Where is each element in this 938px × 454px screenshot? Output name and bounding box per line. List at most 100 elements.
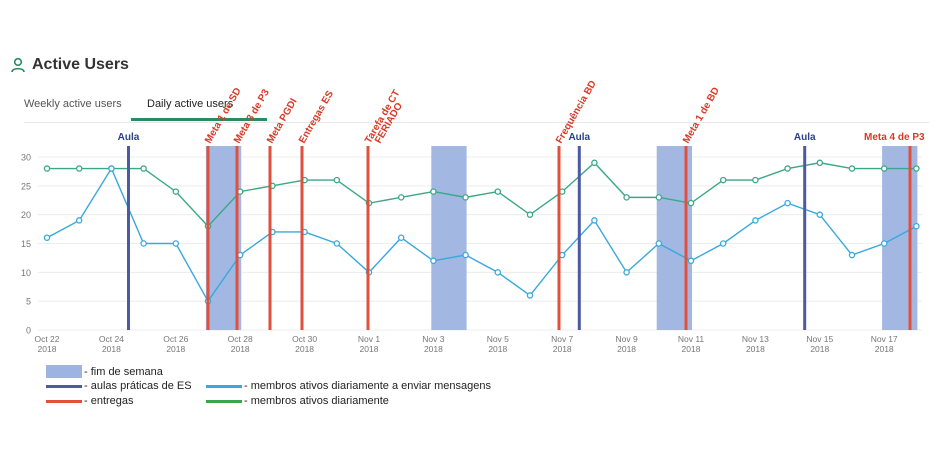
data-point-blue <box>462 251 469 259</box>
y-tick-label: 15 <box>21 239 31 249</box>
data-point-blue <box>75 217 83 224</box>
weekend-band <box>431 146 467 330</box>
legend-label: - fim de semana <box>84 365 163 378</box>
x-tick-label: Nov 17 <box>871 334 898 344</box>
x-tick-year-label: 2018 <box>360 344 379 354</box>
user-icon <box>11 57 25 73</box>
weekend-band <box>205 146 242 330</box>
x-tick-label: Nov 9 <box>615 334 637 344</box>
legend-item-messages-series: - membros ativos diariamente a enviar me… <box>206 380 491 392</box>
weekend-band <box>882 146 918 330</box>
data-point-blue <box>494 269 502 276</box>
x-tick-year-label: 2018 <box>102 344 121 354</box>
page-title: Active Users <box>32 56 129 73</box>
data-point-green <box>719 176 727 184</box>
entrega-label: Entregas ES <box>297 89 336 146</box>
data-point-green <box>397 194 405 201</box>
data-point-green <box>430 188 437 195</box>
data-point-green <box>140 165 147 172</box>
series-line-green <box>47 161 917 228</box>
legend-label: - aulas práticas de ES <box>84 380 192 392</box>
legend-item-active-series: - membros ativos diariamente <box>206 395 389 407</box>
tab-bar: Weekly active users Daily active users <box>24 96 929 124</box>
x-tick-year-label: 2018 <box>875 344 894 354</box>
aula-label: Aula <box>794 132 816 143</box>
x-tick-label: Nov 7 <box>551 334 573 344</box>
data-point-blue <box>880 240 888 247</box>
aula-label: Aula <box>568 132 590 143</box>
data-point-blue <box>140 240 147 247</box>
x-tick-label: Nov 11 <box>678 334 705 344</box>
data-point-blue <box>913 222 920 230</box>
x-tick-year-label: 2018 <box>424 344 443 354</box>
data-point-green <box>172 188 180 195</box>
tab-weekly-active-users[interactable]: Weekly active users <box>24 98 122 110</box>
data-point-green <box>462 194 469 201</box>
legend-item-weekend: - fim de semana <box>46 365 163 378</box>
y-tick-label: 30 <box>21 153 31 163</box>
data-point-blue <box>591 217 598 224</box>
active-tab-indicator <box>131 118 267 121</box>
y-tick-label: 20 <box>21 210 31 220</box>
panel-header: Active Users <box>10 56 129 74</box>
data-point-blue <box>752 217 759 224</box>
legend-swatch-green <box>206 399 242 403</box>
legend-label: - membros ativos diariamente a enviar me… <box>244 380 492 392</box>
data-point-green <box>655 194 663 201</box>
y-tick-label: 10 <box>21 268 31 278</box>
data-point-green <box>913 165 920 172</box>
data-point-green <box>591 159 598 167</box>
x-tick-label: Nov 5 <box>487 334 509 344</box>
legend-label: - entregas <box>84 395 134 407</box>
series-line-blue <box>46 167 917 303</box>
x-tick-year-label: 2018 <box>166 344 185 354</box>
x-tick-label: Oct 24 <box>99 334 124 344</box>
x-tick-year-label: 2018 <box>617 344 636 354</box>
x-tick-label: Nov 15 <box>806 334 833 344</box>
data-point-blue <box>719 240 727 247</box>
entrega-label: Meta PGDI <box>265 96 300 145</box>
data-point-blue <box>333 240 341 247</box>
data-point-blue <box>43 234 51 241</box>
data-point-green <box>880 165 888 172</box>
data-point-blue <box>687 257 695 265</box>
data-point-green <box>494 188 502 195</box>
data-point-blue <box>108 165 115 172</box>
x-tick-label: Nov 1 <box>358 334 380 344</box>
x-tick-year-label: 2018 <box>682 344 701 354</box>
data-point-blue <box>655 240 663 247</box>
data-point-blue <box>430 257 437 265</box>
data-point-green <box>784 165 791 172</box>
data-point-green <box>623 194 630 201</box>
y-tick-label: 5 <box>26 297 31 307</box>
data-point-blue <box>623 269 630 276</box>
tab-daily-active-users[interactable]: Daily active users <box>147 98 234 110</box>
legend-swatch-weekend <box>46 365 82 378</box>
x-tick-year-label: 2018 <box>38 344 57 354</box>
x-tick-year-label: 2018 <box>295 344 314 354</box>
legend-label: - membros ativos diariamente <box>244 395 389 407</box>
data-point-blue <box>784 199 791 207</box>
data-point-green <box>526 211 534 218</box>
data-point-green <box>687 199 695 207</box>
data-point-green <box>75 165 83 172</box>
aula-label: Aula <box>118 132 140 143</box>
data-point-green <box>752 176 759 184</box>
x-tick-label: Oct 22 <box>34 334 59 344</box>
x-tick-label: Oct 26 <box>163 334 188 344</box>
x-tick-label: Oct 28 <box>228 334 253 344</box>
entrega-label: Meta 4 de P3 <box>864 132 925 143</box>
data-point-blue <box>848 251 856 259</box>
x-tick-year-label: 2018 <box>488 344 507 354</box>
legend-item-aulas: - aulas práticas de ES <box>46 380 192 392</box>
y-tick-label: 0 <box>26 326 31 336</box>
legend-swatch-blue <box>206 384 242 388</box>
legend-item-entregas: - entregas <box>46 395 134 407</box>
y-tick-label: 25 <box>21 181 31 191</box>
x-tick-year-label: 2018 <box>553 344 572 354</box>
data-point-blue <box>526 292 534 299</box>
data-point-blue <box>172 240 180 247</box>
x-tick-year-label: 2018 <box>746 344 765 354</box>
entrega-label: Meta 1 de BD <box>681 86 722 146</box>
